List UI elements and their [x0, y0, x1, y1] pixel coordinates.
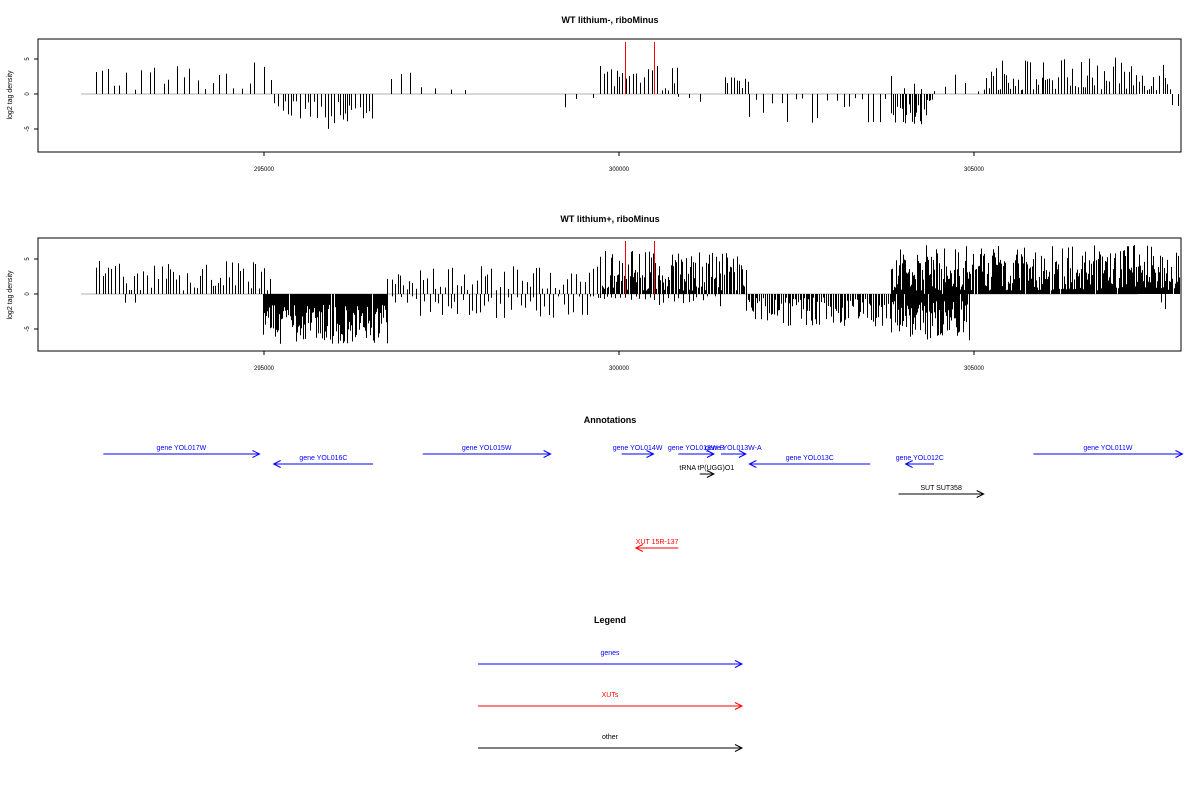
annotation-feature: gene YOL011W: [1033, 445, 1184, 458]
x-tick-label: 295000: [254, 366, 275, 372]
x-tick-label: 295000: [254, 167, 275, 173]
annotation-feature: SUT SUT358: [898, 485, 985, 498]
legend-entry: genes: [478, 650, 744, 668]
legend-entry: other: [478, 734, 744, 752]
annotation-label: XUT 15R-137: [636, 539, 679, 546]
annotation-label: gene YOL017W: [157, 445, 207, 452]
annotation-feature: gene YOL013W-B: [668, 445, 725, 458]
annotation-arrow-head: [738, 450, 747, 458]
annotation-label: SUT SUT358: [920, 485, 962, 492]
annotation-feature: gene YOL013C: [748, 455, 871, 468]
x-axis: 295000 300000 305000: [254, 152, 985, 173]
annotation-feature: XUT 15R-137: [634, 539, 679, 552]
track-panel-lithium-minus: WT lithium-, riboMinus 5 0 -5 log2 tag d…: [7, 15, 1182, 173]
annotation-feature: gene YOL014W: [613, 445, 663, 458]
legend-entry: XUTs: [478, 692, 744, 710]
annotation-label: gene YOL013C: [786, 455, 834, 462]
annotation-arrow-head: [1175, 450, 1184, 458]
annotation-label: gene YOL016C: [299, 455, 347, 462]
annotation-feature: gene YOL015W: [422, 445, 552, 458]
annotation-label: gene YOL014W: [613, 445, 663, 452]
annotation-arrow-head: [734, 744, 744, 752]
annotations-title: Annotations: [584, 415, 637, 425]
annotation-arrow-head: [706, 470, 716, 478]
annotation-arrow-head: [646, 450, 655, 458]
y-tick-label: 5: [25, 57, 31, 61]
annotation-feature: gene YOL016C: [272, 455, 374, 468]
annotation-label: gene YOL012C: [896, 455, 944, 462]
y-axis: 5 0 -5 log2 tag density: [7, 257, 39, 332]
panel-title: WT lithium-, riboMinus: [562, 15, 659, 25]
panel-title: WT lithium+, riboMinus: [560, 214, 659, 224]
y-axis-label: log2 tag density: [7, 70, 14, 120]
x-axis: 295000 300000 305000: [254, 351, 985, 372]
annotation-feature: gene YOL013W-A: [705, 445, 762, 458]
y-tick-label: -5: [25, 126, 31, 132]
y-axis: 5 0 -5 log2 tag density: [7, 57, 39, 132]
density-bars: [96, 245, 1180, 344]
legend-label: XUTs: [602, 692, 619, 699]
legend-label: other: [602, 734, 619, 741]
legend-label: genes: [600, 650, 620, 657]
annotation-label: gene YOL011W: [1083, 445, 1133, 452]
annotation-arrow-head: [272, 460, 281, 468]
legend-title: Legend: [594, 615, 626, 625]
annotation-feature: gene YOL017W: [103, 445, 261, 458]
annotation-track: gene YOL017W gene YOL016C gene YOL015W gene…: [103, 445, 1184, 552]
x-tick-label: 305000: [964, 167, 985, 173]
x-tick-label: 300000: [609, 167, 630, 173]
track-panel-lithium-plus: WT lithium+, riboMinus 5 0 -5 log2 tag d…: [7, 214, 1182, 372]
annotation-arrow-head: [904, 460, 913, 468]
x-tick-label: 300000: [609, 366, 630, 372]
annotation-label: gene YOL013W-A: [705, 445, 762, 452]
y-tick-label: 0: [25, 92, 31, 96]
annotation-arrow-head: [976, 490, 985, 498]
annotation-arrow-head: [252, 450, 261, 458]
x-tick-label: 305000: [964, 366, 985, 372]
annotation-label: gene YOL013W-B: [668, 445, 725, 452]
y-axis-label: log2 tag density: [7, 270, 14, 320]
annotation-arrow-head: [748, 460, 757, 468]
highlight-markers: [625, 241, 655, 294]
highlight-markers: [625, 42, 655, 94]
annotation-arrow-head: [734, 702, 744, 710]
annotation-feature: tRNA tP(UGG)O1: [679, 465, 734, 478]
annotation-feature: gene YOL012C: [896, 455, 944, 468]
annotation-arrow-head: [543, 450, 552, 458]
y-tick-label: 0: [25, 292, 31, 296]
annotation-arrow-head: [706, 450, 716, 458]
annotation-label: tRNA tP(UGG)O1: [679, 465, 734, 472]
plot-frame: [37, 38, 1182, 153]
y-tick-label: 5: [25, 257, 31, 261]
density-bars: [96, 57, 1179, 129]
annotation-arrow-head: [634, 544, 644, 552]
annotation-arrow-head: [734, 660, 744, 668]
y-tick-label: -5: [25, 326, 31, 332]
annotation-label: gene YOL015W: [462, 445, 512, 452]
legend: genes XUTs other: [478, 650, 744, 752]
